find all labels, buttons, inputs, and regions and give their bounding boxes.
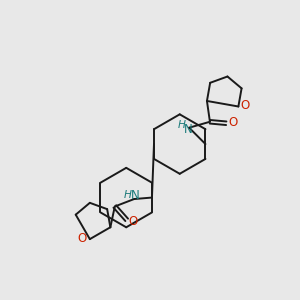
Text: O: O — [240, 99, 250, 112]
Text: H: H — [178, 120, 186, 130]
Text: N: N — [130, 189, 140, 202]
Text: N: N — [184, 123, 193, 136]
Text: O: O — [228, 116, 237, 129]
Text: H: H — [124, 190, 132, 200]
Text: O: O — [78, 232, 87, 245]
Text: O: O — [128, 215, 137, 228]
